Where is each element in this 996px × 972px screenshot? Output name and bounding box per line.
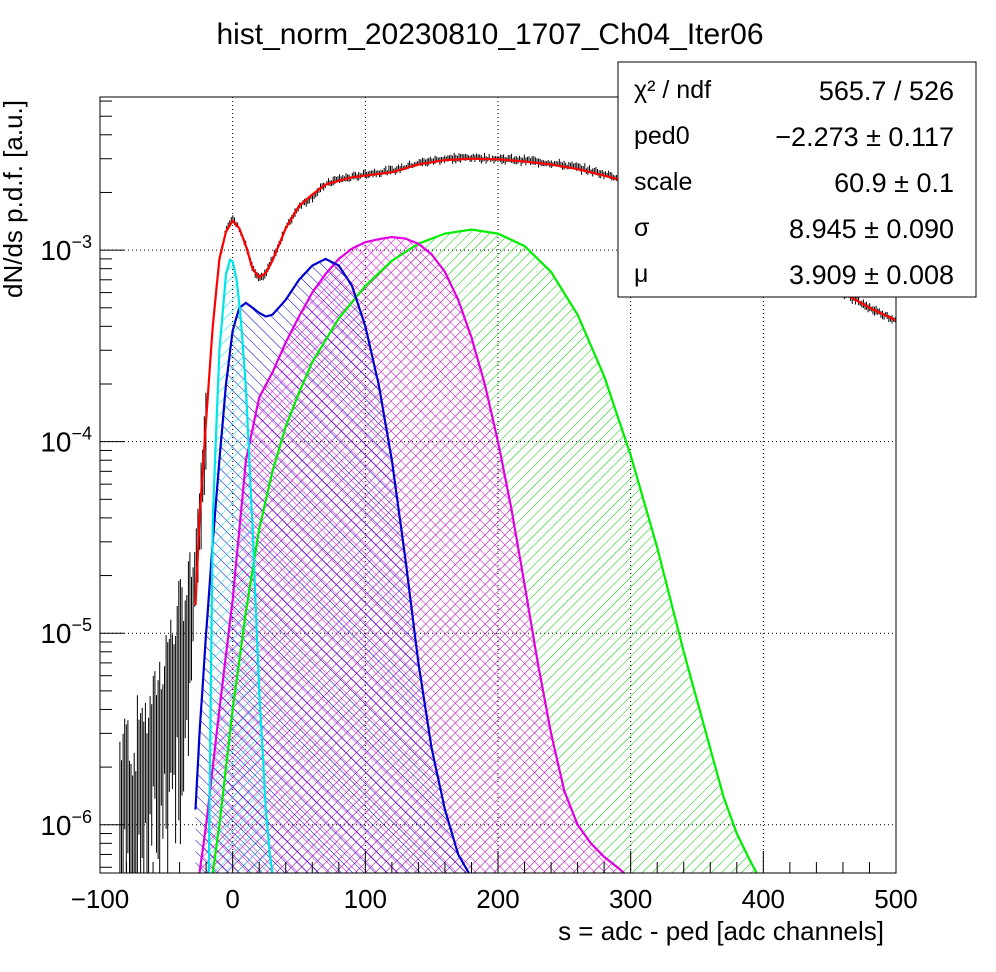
x-tick-label: 400	[742, 884, 785, 914]
stats-label: μ	[634, 260, 648, 288]
stats-label: σ	[634, 214, 650, 242]
curve-0-p-e-component	[207, 257, 274, 873]
y-axis-label: dN/ds p.d.f. [a.u.]	[0, 100, 28, 298]
fit-curves	[194, 157, 896, 873]
stats-label: χ² / ndf	[634, 76, 711, 104]
x-axis-label: s = adc - ped [adc channels]	[558, 916, 884, 946]
stats-label: scale	[634, 168, 692, 196]
stats-value: 3.909 ± 0.008	[789, 260, 954, 290]
stats-label: ped0	[634, 122, 690, 150]
x-tick-label: 300	[609, 884, 652, 914]
stats-value: 8.945 ± 0.090	[789, 214, 954, 244]
x-tick-label: 500	[874, 884, 917, 914]
stats-box-frame	[617, 61, 977, 298]
chart-title: hist_norm_20230810_1707_Ch04_Iter06	[216, 18, 763, 51]
x-tick-label: −100	[71, 884, 130, 914]
fit-stats-box: χ² / ndf 565.7 / 526 ped0 −2.273 ± 0.117 sca…	[617, 61, 977, 298]
axis-ticks: −100 0 100 200 300 400 500 10−6 10−5 10−4 10−3	[40, 100, 918, 914]
y-tick-label: 10−4	[40, 424, 92, 458]
x-tick-label: 100	[344, 884, 387, 914]
component-fills	[195, 229, 757, 873]
y-tick-label: 10−5	[40, 615, 92, 649]
stats-value: 60.9 ± 0.1	[834, 168, 954, 198]
y-tick-label: 10−6	[40, 807, 92, 841]
x-tick-label: 200	[476, 884, 519, 914]
curve-2-p-e-component	[198, 235, 625, 873]
fill-1-p-e-component	[195, 258, 469, 873]
stats-value: −2.273 ± 0.117	[775, 122, 954, 152]
stats-value: 565.7 / 526	[819, 76, 954, 106]
curve-1-p-e-component	[194, 257, 470, 873]
curve-3-p-e-component	[211, 228, 758, 873]
fill-0-p-e-component	[208, 259, 273, 873]
y-tick-label: 10−3	[40, 232, 92, 266]
x-tick-label: 0	[225, 884, 239, 914]
